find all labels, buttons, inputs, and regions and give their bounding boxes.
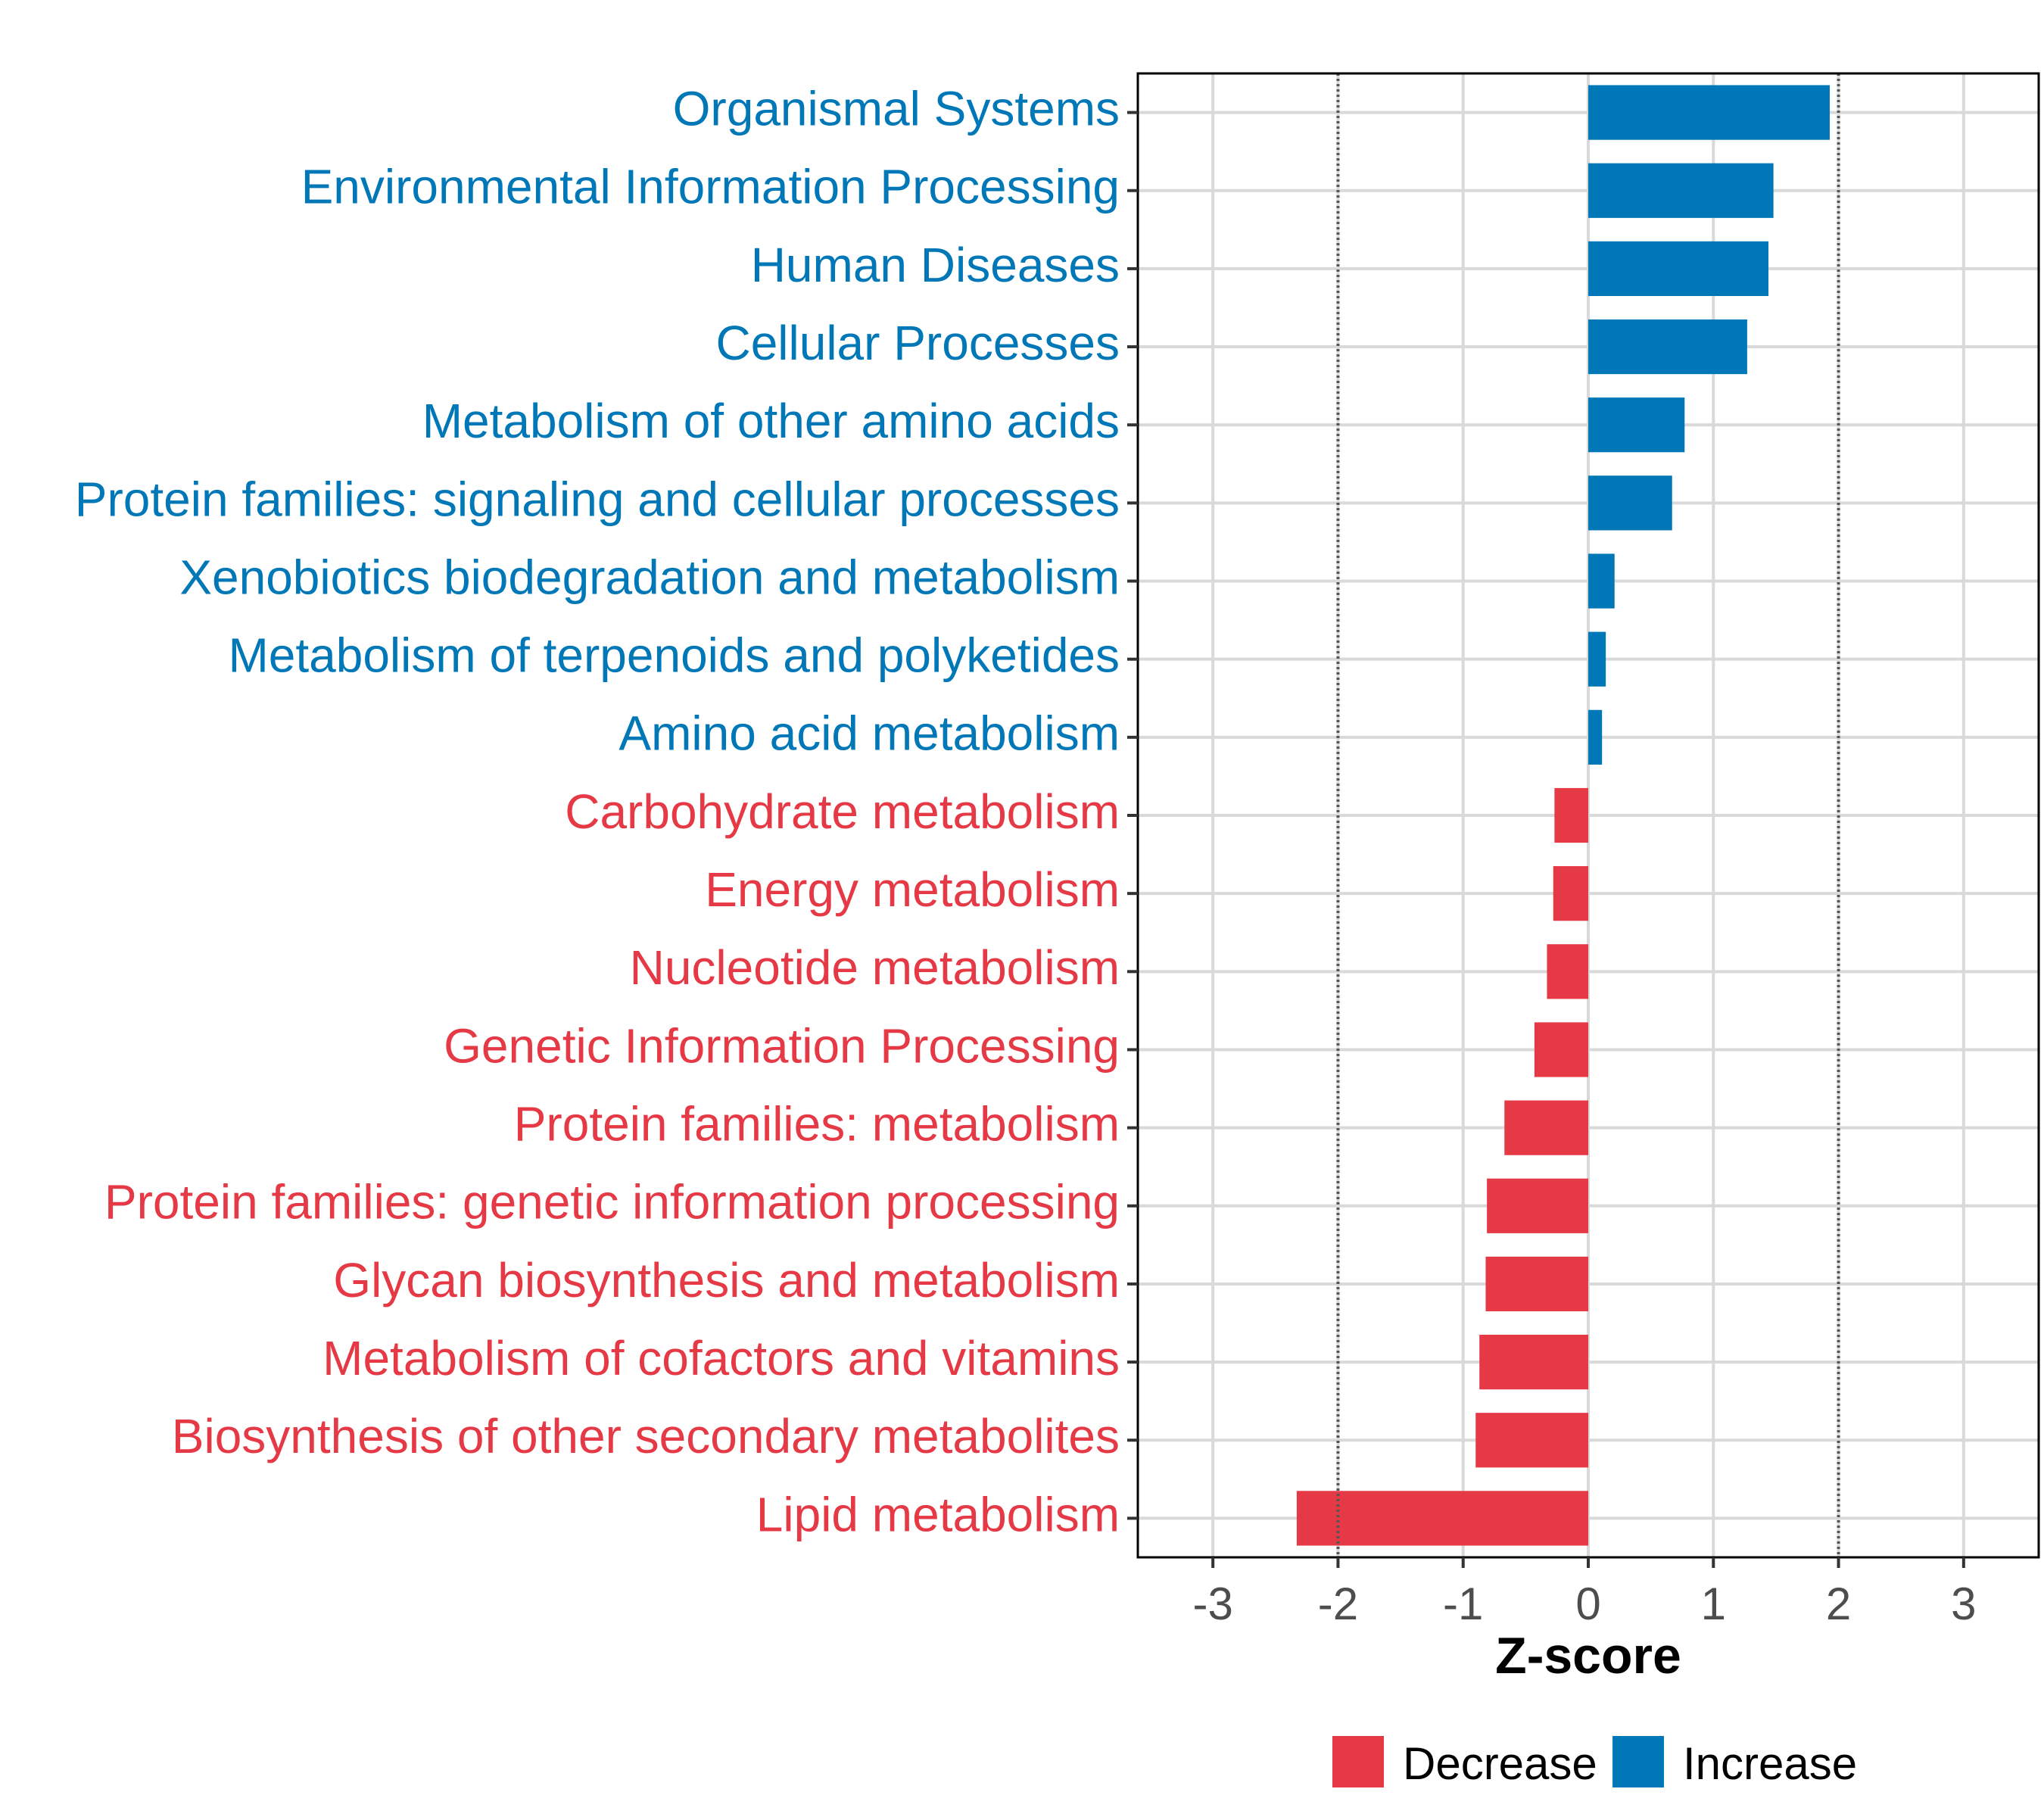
bar — [1588, 631, 1606, 687]
x-tick-label: -1 — [1443, 1579, 1483, 1629]
bars — [1296, 85, 1830, 1546]
legend-swatch — [1332, 1736, 1384, 1787]
category-label: Metabolism of other amino acids — [422, 394, 1120, 448]
x-tick-label: -2 — [1318, 1579, 1358, 1629]
category-label: Protein families: signaling and cellular… — [75, 472, 1120, 526]
x-tick-label: 1 — [1701, 1579, 1726, 1629]
bar — [1475, 1413, 1588, 1468]
bar — [1588, 319, 1747, 375]
category-label: Cellular Processes — [715, 316, 1120, 370]
category-label: Human Diseases — [751, 238, 1120, 292]
category-label: Metabolism of cofactors and vitamins — [322, 1331, 1120, 1385]
x-tick-label: -3 — [1192, 1579, 1232, 1629]
category-label: Protein families: metabolism — [514, 1097, 1120, 1152]
category-label: Nucleotide metabolism — [630, 940, 1120, 995]
x-axis-title: Z-score — [1495, 1627, 1681, 1685]
bar — [1588, 553, 1615, 609]
bar — [1479, 1335, 1588, 1390]
bar — [1588, 397, 1685, 453]
x-tick-label: 2 — [1826, 1579, 1851, 1629]
bar — [1534, 1022, 1588, 1077]
category-label: Xenobiotics biodegradation and metabolis… — [179, 550, 1120, 604]
bar — [1588, 241, 1768, 296]
bar — [1588, 475, 1672, 531]
legend-swatch — [1612, 1736, 1664, 1787]
bar — [1588, 709, 1603, 765]
bar — [1553, 866, 1588, 921]
x-axis: -3 -2 -1 0 1 2 3 — [1192, 1557, 1977, 1629]
category-label: Biosynthesis of other secondary metaboli… — [172, 1409, 1120, 1463]
reference-lines — [1336, 73, 1840, 1557]
legend-label: Increase — [1683, 1738, 1857, 1789]
category-label: Energy metabolism — [705, 862, 1120, 917]
bar — [1588, 85, 1830, 140]
category-label: Lipid metabolism — [756, 1487, 1120, 1541]
y-axis: Organismal Systems Environmental Informat… — [75, 81, 1138, 1541]
bar — [1296, 1491, 1588, 1546]
legend-label: Decrease — [1403, 1738, 1597, 1789]
legend: Decrease Increase — [1332, 1736, 1857, 1789]
bar — [1554, 787, 1588, 843]
category-label: Metabolism of terpenoids and polyketides — [228, 628, 1120, 683]
bar — [1588, 163, 1774, 218]
category-label: Amino acid metabolism — [618, 706, 1120, 761]
bar — [1485, 1256, 1588, 1312]
category-label: Glycan biosynthesis and metabolism — [333, 1253, 1120, 1307]
category-label: Organismal Systems — [673, 81, 1120, 136]
category-label: Protein families: genetic information pr… — [104, 1175, 1120, 1230]
category-label: Genetic Information Processing — [444, 1018, 1120, 1073]
x-tick-label: 0 — [1575, 1579, 1600, 1629]
x-tick-label: 3 — [1951, 1579, 1976, 1629]
bar — [1504, 1100, 1588, 1155]
bar — [1547, 944, 1588, 999]
category-label: Carbohydrate metabolism — [565, 784, 1120, 839]
category-label: Environmental Information Processing — [301, 160, 1120, 214]
bar — [1487, 1178, 1588, 1233]
